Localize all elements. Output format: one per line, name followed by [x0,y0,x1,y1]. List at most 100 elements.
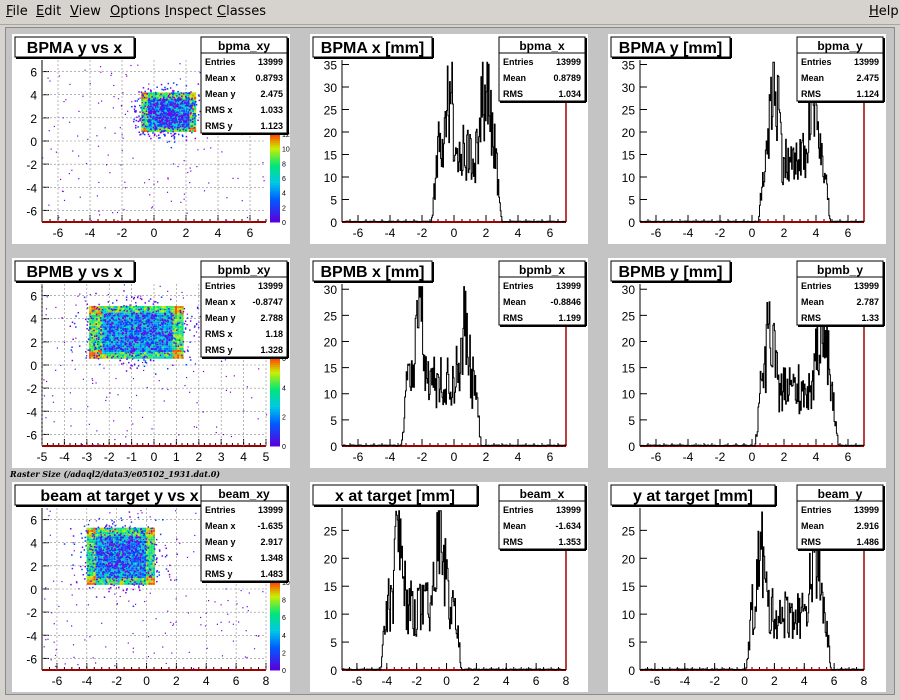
beam-xy-ytick-label-0: -6 [26,652,37,666]
bpma-y-title: BPMA y [mm] [619,40,722,57]
bpmb-x-ytick-label-1: 5 [330,414,337,428]
beam-y-xtick-label-0: -6 [650,674,661,688]
beam-xy-ytick-label-5: 4 [30,537,37,551]
beam-x-title: x at target [mm] [335,488,455,505]
bpmb-y-ytick-label-4: 20 [622,335,636,349]
beam-y-stats-value-0: 13999 [854,505,879,515]
beam-xy-stats-label-0: Entries [205,505,236,515]
bpma-y-ytick-label-3: 15 [622,149,636,163]
beam-x-title-box: x at target [mm] [312,484,479,507]
beam-xy-color-scale [270,582,280,671]
bpma-y-stats-frame [796,36,884,102]
pad-bpmb-xy[interactable]: -5 -4 -3 -2 -1 0 1 2 3 4 5 -6 -4 -2 0 2 4 6 0 2 4 6 BPMB y vs … [12,258,290,468]
bpmb-y-stats-box: bpmb_y Entries 13999 Mean 2.787 RMS 1.33 [796,260,885,327]
pad-beam-xy[interactable]: -6 -4 -2 0 2 4 6 8 -6 -4 -2 0 2 4 6 0 2 4 6 8 10 beam at targ… [12,482,290,692]
root-canvas[interactable]: -6 -4 -2 0 2 4 6 -6 -4 -2 0 2 4 6 0 2 4 6 8 10 12 BPMA y vs x… [5,27,895,695]
bpma-y-xtick-label-3: 0 [749,226,756,240]
bpma-x-ytick-label-7: 35 [324,59,338,73]
bpma-x-stats-label-0: Entries [503,57,534,67]
bpmb-xy-ytick-label-2: -2 [26,382,37,396]
bpma-xy-stats-value-3: 1.033 [260,105,283,115]
beam-xy-ztick-label-2: 4 [282,633,286,640]
pad-bpma-y[interactable]: -6 -4 -2 0 2 4 6 0 5 10 15 20 25 30 35 BPMA y [mm] bpma_… [608,34,886,244]
beam-xy-stats-box: beam_xy Entries 13999 Mean x -1.635 Mean y 2.9… [200,484,289,583]
bpma-y-xtick-label-4: 2 [781,226,788,240]
plot-beam-y: -6 -4 -2 0 2 4 6 8 0 5 10 15 20 25 y at target [mm] bea… [610,484,885,688]
menu-file[interactable]: File [6,4,28,19]
bpmb-x-ytick-label-2: 10 [324,388,338,402]
beam-xy-xtick-label-7: 8 [263,674,270,688]
beam-xy-ytick-label-2: -2 [26,606,37,620]
bpma-xy-ztick-label-2: 4 [282,191,286,198]
bpmb-y-stats-label-1: Mean [801,297,824,307]
menu-edit-label: dit [44,4,62,19]
bpma-xy-heat-cells [42,62,265,222]
bpmb-xy-stats-value-2: 2.788 [260,313,283,323]
bpmb-y-ytick-label-3: 15 [622,362,636,376]
menu-options[interactable]: Options [110,4,160,19]
bpma-x-xtick-label-1: -4 [385,226,396,240]
bpma-x-xtick-label-4: 2 [483,226,490,240]
bpma-x-stats-box: bpma_x Entries 13999 Mean 0.8789 RMS 1.034 [498,36,587,103]
bpma-xy-stats-label-2: Mean y [205,89,236,99]
bpma-x-histogram-line [341,61,566,223]
bpmb-x-stats-label-2: RMS [503,313,523,323]
bpma-xy-xtick-label-1: -4 [85,226,96,240]
pad-bpma-x[interactable]: -6 -4 -2 0 2 4 6 0 5 10 15 20 25 30 35 BPMA x [mm] bpma_… [310,34,588,244]
beam-x-stats-name: beam_x [520,487,565,501]
menu-edit[interactable]: Edit [36,4,61,19]
beam-y-xtick-label-3: 0 [741,674,748,688]
beam-xy-ytick-label-4: 2 [30,560,37,574]
bpma-xy-stats-name: bpma_xy [218,39,270,53]
bpma-x-stats-value-2: 1.034 [558,89,581,99]
beam-x-stats-label-1: Mean [503,521,526,531]
menu-edit-mnemonic: E [36,4,45,19]
plot-beam-x: -6 -4 -2 0 2 4 6 8 0 5 10 15 20 25 x at target [mm] bea… [312,484,587,688]
bpma-xy-stats-box: bpma_xy Entries 13999 Mean x 0.8793 Mean y 2.4… [200,36,289,135]
beam-y-xtick-label-1: -4 [679,674,690,688]
bpmb-y-xtick-label-2: -2 [715,450,726,464]
bpma-y-ytick-label-4: 20 [622,126,636,140]
bpmb-xy-ztick-label-2: 4 [282,385,286,392]
menu-help[interactable]: Help [869,4,899,19]
bpma-x-stats-value-0: 13999 [556,57,581,67]
bpma-y-stats-value-2: 1.124 [856,89,879,99]
bpmb-y-ytick-label-0: 0 [628,440,635,454]
beam-xy-stats-label-2: Mean y [205,537,236,547]
bpmb-y-ytick-label-5: 25 [622,309,636,323]
menu-inspect[interactable]: Inspect [165,4,212,19]
bpmb-xy-xtick-label-3: -2 [104,450,115,464]
menu-classes[interactable]: Classes [217,4,266,19]
menu-view[interactable]: View [70,4,101,19]
menu-inspect-label: nspect [168,4,213,19]
bpmb-y-ytick-label-6: 30 [622,283,636,297]
plot-bpma-x: -6 -4 -2 0 2 4 6 0 5 10 15 20 25 30 35 BPMA x [mm] bpma_… [312,36,587,240]
pad-bpmb-x[interactable]: -6 -4 -2 0 2 4 6 0 5 10 15 20 25 30 BPMB x [mm] bpmb_x E… [310,258,588,468]
menu-help-label: elp [878,4,899,19]
bpmb-xy-stats-value-3: 1.18 [265,329,283,339]
plot-bpmb-x: -6 -4 -2 0 2 4 6 0 5 10 15 20 25 30 BPMB x [mm] bpmb_x E… [312,260,587,464]
menu-file-label: ile [12,4,28,19]
bpma-y-xtick-label-1: -4 [683,226,694,240]
beam-xy-xtick-label-6: 6 [233,674,240,688]
pad-beam-y[interactable]: -6 -4 -2 0 2 4 6 8 0 5 10 15 20 25 y at target [mm] bea… [608,482,886,692]
beam-xy-title: beam at target y vs x [40,488,198,505]
bpma-xy-ytick-label-4: 2 [30,112,37,126]
bpma-x-stats-label-1: Mean [503,73,526,83]
beam-xy-heat-cells [43,508,264,671]
beam-xy-stats-label-4: RMS y [205,569,233,579]
bpmb-xy-ztick-label-0: 0 [282,444,286,451]
beam-x-ytick-label-1: 5 [330,636,337,650]
beam-xy-xtick-label-3: 0 [143,674,150,688]
plot-bpmb-xy: -5 -4 -3 -2 -1 0 1 2 3 4 5 -6 -4 -2 0 2 4 6 0 2 4 6 BPMB y vs … [14,260,289,464]
beam-x-ytick-label-3: 15 [324,580,338,594]
menu-options-mnemonic: O [110,4,121,19]
menu-options-label: ptions [120,4,161,19]
beam-xy-xtick-label-4: 2 [173,674,180,688]
bpmb-xy-xtick-label-9: 4 [240,450,247,464]
pad-bpmb-y[interactable]: -6 -4 -2 0 2 4 6 0 5 10 15 20 25 30 BPMB y [mm] bpmb_y E… [608,258,886,468]
bpmb-xy-stats-label-4: RMS y [205,345,233,355]
pad-bpma-xy[interactable]: -6 -4 -2 0 2 4 6 -6 -4 -2 0 2 4 6 0 2 4 6 8 10 12 BPMA y vs x… [12,34,290,244]
menu-help-mnemonic: H [869,4,879,19]
pad-beam-x[interactable]: -6 -4 -2 0 2 4 6 8 0 5 10 15 20 25 x at target [mm] bea… [310,482,588,692]
